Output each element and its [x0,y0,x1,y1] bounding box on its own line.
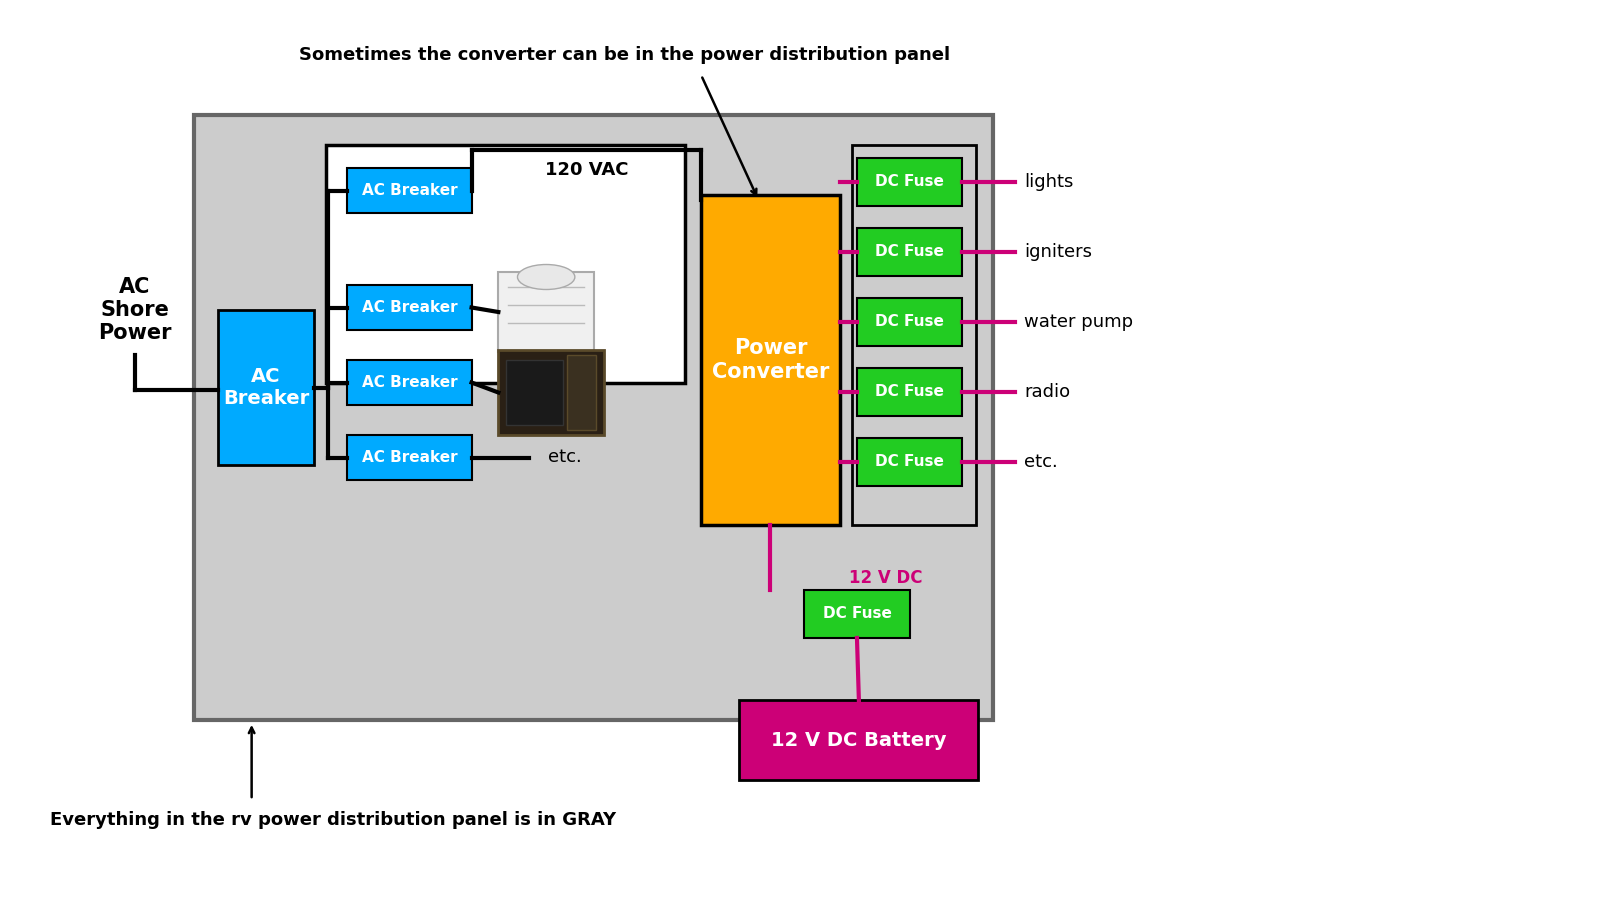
Bar [805,590,909,638]
Bar [194,115,992,720]
Ellipse shape [517,265,574,290]
Text: igniters: igniters [1024,243,1093,261]
Bar [498,350,603,435]
Bar [347,168,472,213]
Bar [218,310,314,465]
Text: AC Breaker: AC Breaker [362,375,458,390]
Bar [739,700,979,780]
Text: DC Fuse: DC Fuse [875,384,944,400]
Text: DC Fuse: DC Fuse [875,314,944,329]
Bar [858,438,962,486]
Bar [347,285,472,330]
Bar [701,195,840,525]
Bar [326,145,685,383]
Text: AC Breaker: AC Breaker [362,450,458,465]
Text: 12 V DC Battery: 12 V DC Battery [771,731,947,750]
Text: DC Fuse: DC Fuse [875,454,944,470]
Text: Sometimes the converter can be in the power distribution panel: Sometimes the converter can be in the po… [299,46,950,64]
Text: AC
Shore
Power: AC Shore Power [98,277,171,343]
Text: DC Fuse: DC Fuse [875,245,944,259]
Text: 12 V DC: 12 V DC [850,569,923,587]
Bar [858,298,962,346]
Bar [347,435,472,480]
Text: AC Breaker: AC Breaker [362,183,458,198]
Text: etc.: etc. [549,448,582,466]
Bar [858,368,962,416]
Bar [853,145,976,525]
Text: DC Fuse: DC Fuse [822,607,891,622]
Bar [858,228,962,276]
Bar [506,360,563,425]
Text: AC
Breaker: AC Breaker [222,367,309,408]
Bar [347,360,472,405]
Text: 120 VAC: 120 VAC [544,161,629,179]
Text: Everything in the rv power distribution panel is in GRAY: Everything in the rv power distribution … [50,811,616,829]
Text: DC Fuse: DC Fuse [875,175,944,190]
Text: lights: lights [1024,173,1074,191]
Bar [498,272,594,352]
Text: radio: radio [1024,383,1070,401]
Text: water pump: water pump [1024,313,1133,331]
Bar [858,158,962,206]
Text: AC Breaker: AC Breaker [362,300,458,315]
Text: etc.: etc. [1024,453,1058,471]
Text: Power
Converter: Power Converter [712,338,829,382]
Bar [568,355,595,430]
